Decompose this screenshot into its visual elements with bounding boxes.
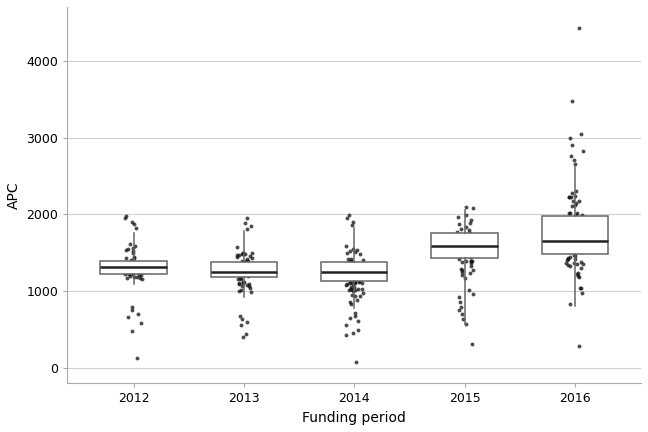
Bar	[542, 216, 608, 254]
Bar	[432, 233, 498, 258]
Bar	[100, 261, 167, 273]
Bar	[211, 262, 277, 277]
Y-axis label: APC: APC	[7, 181, 21, 209]
Bar	[321, 262, 388, 281]
X-axis label: Funding period: Funding period	[302, 411, 406, 425]
